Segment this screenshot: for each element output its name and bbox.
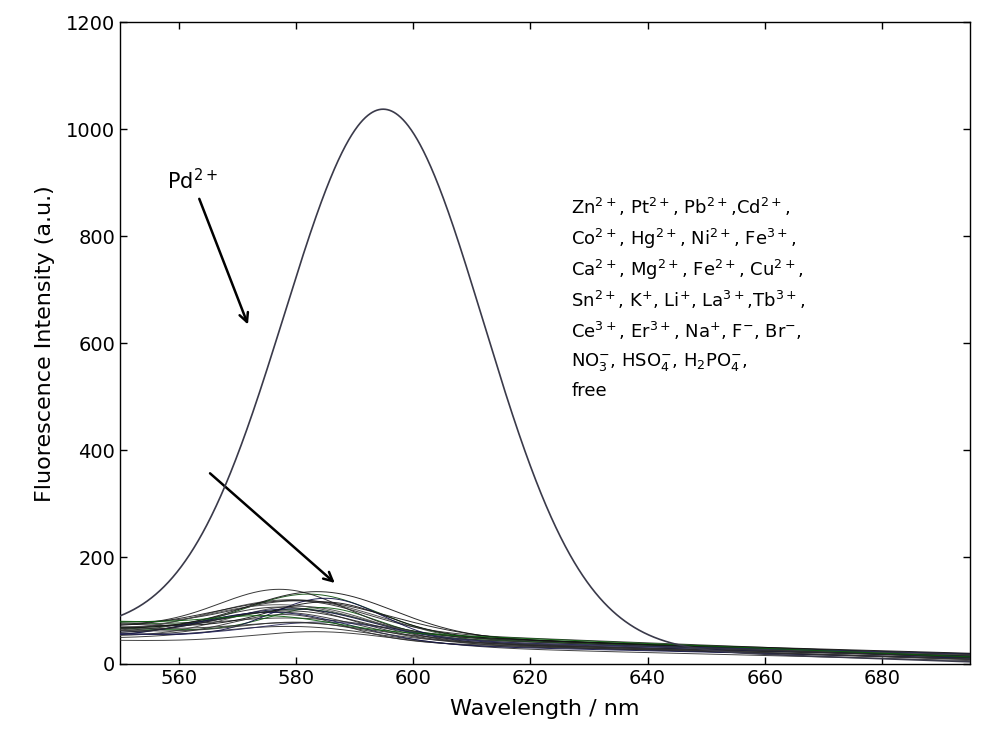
Text: free: free: [571, 382, 607, 400]
Text: Pd$^{2+}$: Pd$^{2+}$: [167, 169, 248, 322]
Text: Zn$^{2+}$, Pt$^{2+}$, Pb$^{2+}$,Cd$^{2+}$,: Zn$^{2+}$, Pt$^{2+}$, Pb$^{2+}$,Cd$^{2+}…: [571, 196, 791, 219]
Text: Ce$^{3+}$, Er$^{3+}$, Na$^{+}$, F$^{-}$, Br$^{-}$,: Ce$^{3+}$, Er$^{3+}$, Na$^{+}$, F$^{-}$,…: [571, 320, 802, 342]
Text: Sn$^{2+}$, K$^{+}$, Li$^{+}$, La$^{3+}$,Tb$^{3+}$,: Sn$^{2+}$, K$^{+}$, Li$^{+}$, La$^{3+}$,…: [571, 289, 806, 311]
Text: Co$^{2+}$, Hg$^{2+}$, Ni$^{2+}$, Fe$^{3+}$,: Co$^{2+}$, Hg$^{2+}$, Ni$^{2+}$, Fe$^{3+…: [571, 227, 797, 251]
X-axis label: Wavelength / nm: Wavelength / nm: [450, 699, 640, 719]
Y-axis label: Fluorescence Intensity (a.u.): Fluorescence Intensity (a.u.): [35, 185, 55, 501]
Text: NO$_3^{-}$, HSO$_4^{-}$, H$_2$PO$_4^{-}$,: NO$_3^{-}$, HSO$_4^{-}$, H$_2$PO$_4^{-}$…: [571, 351, 748, 373]
Text: Ca$^{2+}$, Mg$^{2+}$, Fe$^{2+}$, Cu$^{2+}$,: Ca$^{2+}$, Mg$^{2+}$, Fe$^{2+}$, Cu$^{2+…: [571, 258, 804, 282]
